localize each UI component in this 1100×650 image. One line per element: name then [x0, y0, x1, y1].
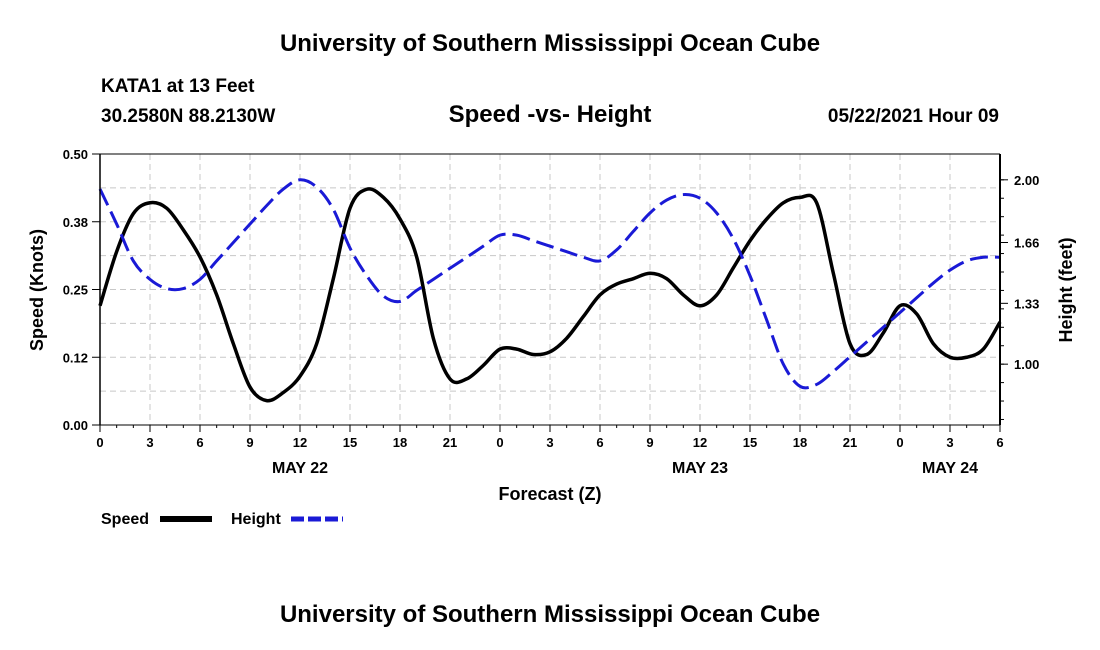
forecast-datetime: 05/22/2021 Hour 09	[827, 106, 999, 127]
y-tick-label: 0.50	[63, 147, 88, 162]
y2-axis-title: Height (feet)	[1056, 238, 1076, 343]
x-tick-label: 18	[393, 435, 407, 450]
footer-title: University of Southern Mississippi Ocean…	[279, 601, 821, 628]
page-title: University of Southern Mississippi Ocean…	[279, 30, 821, 57]
y-tick-label: 0.38	[63, 215, 88, 230]
chart-subtitle: Speed -vs- Height	[448, 101, 652, 128]
y-tick-label: 0.12	[63, 350, 88, 365]
x-tick-label: 12	[293, 435, 307, 450]
x-tick-label: 15	[743, 435, 757, 450]
y2-tick-label: 2.00	[1014, 173, 1039, 188]
x-tick-label: 3	[946, 435, 953, 450]
date-label: MAY 22	[272, 460, 328, 477]
x-tick-label: 18	[793, 435, 807, 450]
y2-tick-label: 1.00	[1014, 357, 1039, 372]
x-tick-label: 21	[443, 435, 457, 450]
y-axis-title: Speed (Knots)	[27, 229, 47, 351]
series-line-speed	[98, 187, 1002, 403]
date-label: MAY 23	[672, 460, 728, 477]
x-tick-label: 9	[646, 435, 653, 450]
y2-tick-label: 1.66	[1014, 235, 1039, 250]
x-tick-label: 0	[896, 435, 903, 450]
x-tick-label: 6	[196, 435, 203, 450]
x-tick-label: 6	[996, 435, 1003, 450]
legend: Speed Height	[101, 511, 343, 528]
y2-tick-label: 1.33	[1014, 296, 1039, 311]
station-label: KATA1 at 13 Feet	[101, 76, 255, 97]
station-coords: 30.2580N 88.2130W	[101, 106, 276, 127]
x-tick-label: 3	[546, 435, 553, 450]
x-tick-label: 0	[496, 435, 503, 450]
x-tick-label: 21	[843, 435, 857, 450]
legend-speed-label: Speed	[101, 511, 149, 528]
x-tick-label: 12	[693, 435, 707, 450]
y-tick-label: 0.25	[63, 283, 88, 298]
date-label: MAY 24	[922, 460, 978, 477]
x-tick-label: 9	[246, 435, 253, 450]
series-layer	[98, 178, 1002, 403]
x-tick-label: 3	[146, 435, 153, 450]
x-tick-label: 15	[343, 435, 357, 450]
y-tick-label: 0.00	[63, 418, 88, 433]
series-line-height	[98, 178, 1001, 390]
x-tick-label: 6	[596, 435, 603, 450]
grid	[99, 154, 1001, 425]
axes: 0 3 6 9 12 15 18 21 0 3 6 9 12 15 18 21 0 3 6 MAY 22 MAY 23 M…	[63, 147, 1040, 477]
legend-height-label: Height	[231, 511, 281, 528]
x-axis-title: Forecast (Z)	[498, 484, 601, 504]
x-tick-label: 0	[96, 435, 103, 450]
